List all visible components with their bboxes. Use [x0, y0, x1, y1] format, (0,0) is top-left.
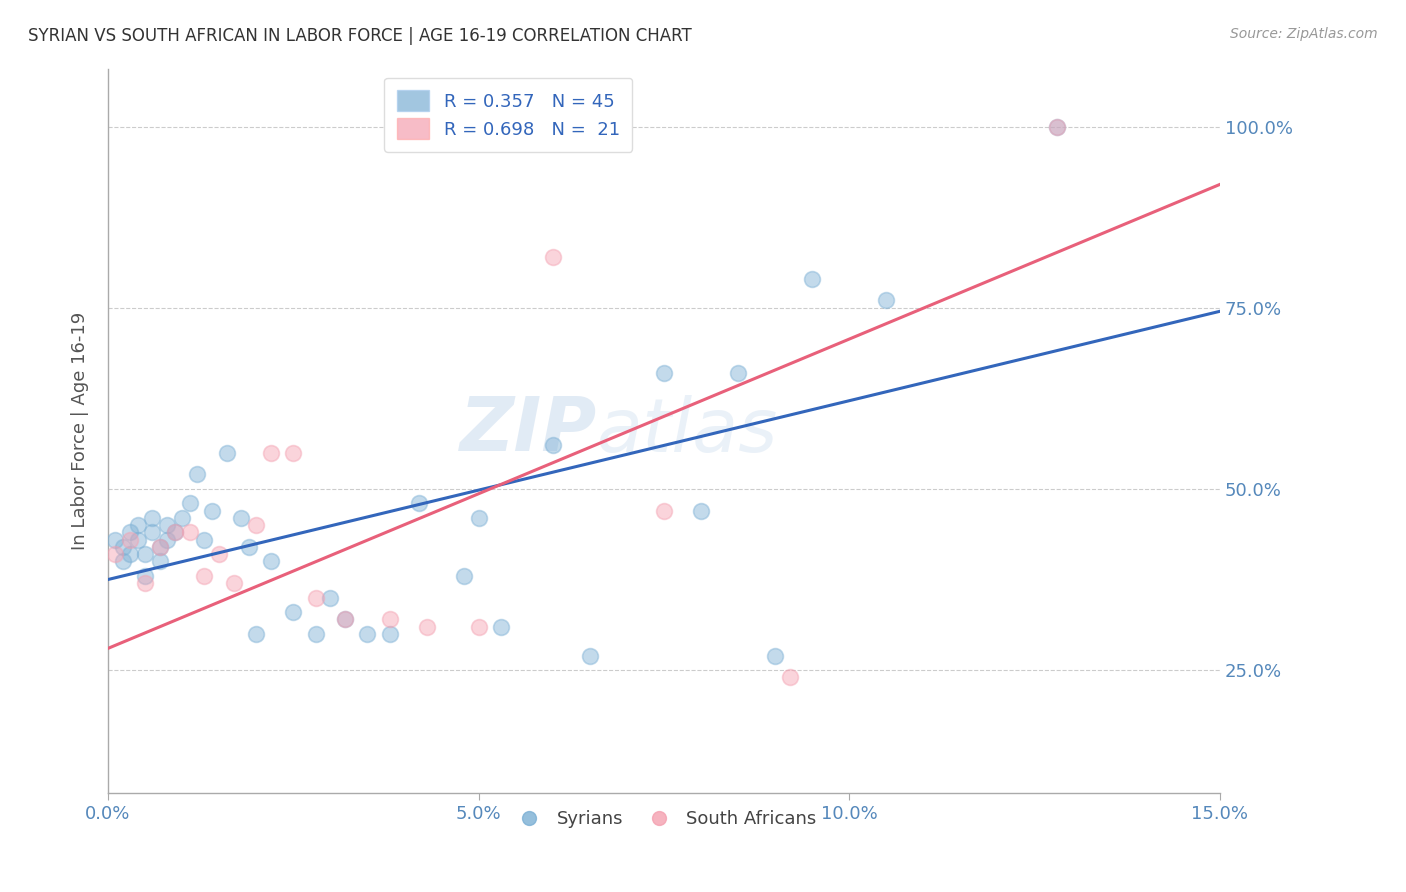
Point	[415, 620, 437, 634]
Text: SYRIAN VS SOUTH AFRICAN IN LABOR FORCE | AGE 16-19 CORRELATION CHART: SYRIAN VS SOUTH AFRICAN IN LABOR FORCE |…	[28, 27, 692, 45]
Point	[120, 533, 142, 547]
Point	[127, 533, 149, 547]
Point	[333, 612, 356, 626]
Point	[453, 569, 475, 583]
Point	[156, 518, 179, 533]
Point	[408, 496, 430, 510]
Point	[163, 525, 186, 540]
Point	[172, 511, 194, 525]
Point	[141, 525, 163, 540]
Point	[283, 445, 305, 459]
Point	[238, 540, 260, 554]
Point	[179, 496, 201, 510]
Point	[260, 445, 283, 459]
Point	[541, 250, 564, 264]
Point	[201, 503, 224, 517]
Text: Source: ZipAtlas.com: Source: ZipAtlas.com	[1230, 27, 1378, 41]
Point	[875, 293, 897, 308]
Point	[541, 438, 564, 452]
Point	[319, 591, 342, 605]
Point	[141, 511, 163, 525]
Point	[801, 271, 824, 285]
Point	[193, 533, 215, 547]
Point	[578, 648, 600, 663]
Point	[727, 366, 749, 380]
Point	[1046, 120, 1069, 134]
Point	[149, 554, 172, 568]
Point	[149, 540, 172, 554]
Point	[186, 467, 208, 482]
Point	[333, 612, 356, 626]
Point	[260, 554, 283, 568]
Text: atlas: atlas	[598, 395, 779, 467]
Point	[215, 445, 238, 459]
Point	[104, 533, 127, 547]
Point	[467, 620, 489, 634]
Text: ZIP: ZIP	[460, 394, 598, 467]
Point	[111, 540, 134, 554]
Point	[283, 605, 305, 619]
Point	[467, 511, 489, 525]
Point	[149, 540, 172, 554]
Point	[304, 591, 326, 605]
Point	[134, 569, 156, 583]
Point	[222, 576, 245, 591]
Point	[179, 525, 201, 540]
Point	[134, 547, 156, 561]
Point	[779, 670, 801, 684]
Point	[763, 648, 786, 663]
Point	[378, 612, 401, 626]
Point	[208, 547, 231, 561]
Point	[156, 533, 179, 547]
Point	[245, 518, 267, 533]
Point	[127, 518, 149, 533]
Point	[163, 525, 186, 540]
Point	[245, 627, 267, 641]
Point	[120, 525, 142, 540]
Point	[193, 569, 215, 583]
Point	[652, 366, 675, 380]
Point	[1046, 120, 1069, 134]
Point	[134, 576, 156, 591]
Point	[690, 503, 713, 517]
Point	[120, 547, 142, 561]
Point	[378, 627, 401, 641]
Point	[111, 554, 134, 568]
Point	[231, 511, 253, 525]
Y-axis label: In Labor Force | Age 16-19: In Labor Force | Age 16-19	[72, 312, 89, 550]
Legend: Syrians, South Africans: Syrians, South Africans	[505, 803, 824, 835]
Point	[104, 547, 127, 561]
Point	[304, 627, 326, 641]
Point	[652, 503, 675, 517]
Point	[489, 620, 512, 634]
Point	[356, 627, 378, 641]
